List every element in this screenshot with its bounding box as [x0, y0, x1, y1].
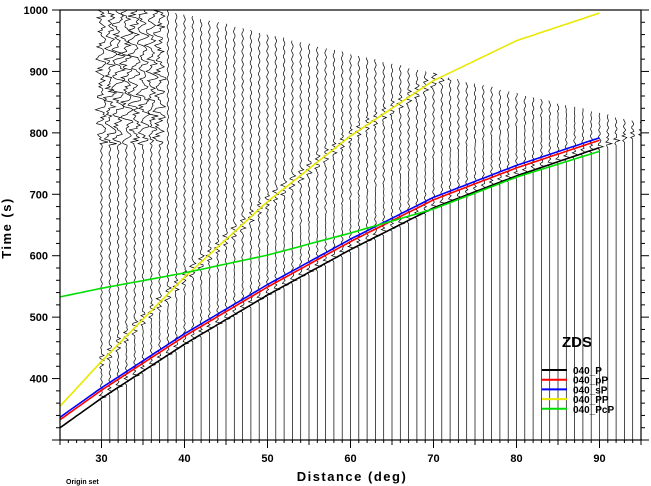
- seismogram-trace: [580, 108, 586, 440]
- seismogram-trace: [422, 71, 430, 440]
- travel-time-curves: [60, 12, 600, 429]
- y-tick-label: 700: [30, 189, 48, 201]
- seismogram-trace: [205, 20, 214, 440]
- footnote-origin-set: Origin set: [66, 479, 99, 486]
- seismogram-trace: [504, 91, 512, 440]
- seismogram-trace: [305, 43, 315, 440]
- seismogram-trace: [188, 15, 197, 440]
- x-tick-label: 60: [344, 453, 356, 465]
- seismogram-trace: [247, 29, 255, 440]
- legend-label: 040_pP: [573, 376, 608, 387]
- seismogram-trace: [588, 111, 596, 440]
- seismogram-trace: [111, 10, 127, 440]
- seismogram-trace: [621, 118, 628, 440]
- x-axis-ticks: 30 40 50 60 70 80 90: [59, 440, 642, 465]
- seismogram-trace: [118, 10, 134, 440]
- seismogram-trace: [127, 10, 142, 440]
- seismogram-trace: [151, 10, 167, 440]
- legend-label: 040_P: [573, 366, 602, 377]
- curve-040_pP: [60, 139, 600, 421]
- seismogram-trace: [239, 28, 247, 440]
- seismogram-trace: [412, 69, 420, 440]
- legend-label: 040_PP: [573, 395, 609, 406]
- seismogram-trace: [297, 42, 307, 440]
- seismogram-trace: [463, 82, 471, 440]
- seismogram-trace: [355, 55, 362, 440]
- y-tick-label: 900: [30, 66, 48, 78]
- seismogram-trace: [271, 36, 281, 440]
- seismogram-trace: [364, 57, 372, 440]
- x-axis-title: Distance (deg): [297, 469, 408, 484]
- curve-040_sP: [60, 137, 600, 418]
- legend-label: 040_PcP: [573, 405, 614, 416]
- seismogram-trace: [530, 97, 536, 440]
- seismogram-trace: [279, 37, 290, 440]
- y-tick-label: 600: [30, 251, 48, 263]
- curve-040_PcP: [60, 150, 600, 298]
- seismogram-trace: [164, 10, 174, 440]
- seismogram-trace: [429, 72, 439, 440]
- x-tick-label: 50: [261, 453, 273, 465]
- seismogram-trace: [596, 112, 605, 440]
- curve-040_P: [60, 146, 600, 429]
- seismogram-trace: [496, 89, 503, 440]
- seismogram-trace: [102, 10, 118, 440]
- y-tick-label: 400: [30, 374, 48, 386]
- y-tick-label: 1000: [24, 5, 48, 17]
- legend-label: 040_sP: [573, 385, 608, 396]
- seismogram-trace: [346, 54, 355, 440]
- seismogram-trace: [135, 10, 151, 440]
- seismogram-trace: [197, 19, 205, 440]
- y-tick-label: 800: [30, 128, 48, 140]
- seismogram-trace: [455, 79, 464, 440]
- seismogram-trace: [438, 75, 448, 440]
- seismogram-trace: [143, 10, 159, 440]
- seismogram-trace: [605, 114, 614, 440]
- x-tick-label: 70: [427, 453, 439, 465]
- seismogram-trace: [264, 34, 273, 440]
- seismogram-trace: [521, 95, 528, 440]
- curve-040_PP: [60, 12, 600, 407]
- x-tick-label: 80: [510, 453, 522, 465]
- seismogram-trace: [513, 92, 521, 440]
- seismogram-trace: [488, 86, 494, 440]
- seismogram-trace: [288, 40, 298, 440]
- seismogram-trace: [172, 12, 180, 440]
- seismogram-trace: [538, 98, 546, 440]
- seismogram-trace: [562, 105, 571, 440]
- legend-title: ZDS: [562, 334, 592, 351]
- seismogram-trace: [447, 77, 456, 440]
- seismogram-trace: [388, 63, 396, 440]
- seismogram-trace: [555, 103, 564, 440]
- seismogram-trace: [612, 117, 621, 440]
- seismogram-trace: [371, 58, 381, 440]
- x-tick-label: 30: [95, 453, 107, 465]
- seismogram-trace: [322, 48, 331, 440]
- seismogram-trace: [629, 120, 635, 440]
- y-tick-label: 500: [30, 312, 48, 324]
- x-tick-label: 40: [178, 453, 190, 465]
- y-axis-title: Time (s): [0, 197, 14, 259]
- seismogram-trace: [480, 85, 487, 440]
- seismogram-trace: [181, 14, 190, 440]
- seismogram-traces: [94, 10, 641, 440]
- seismogram-trace: [221, 23, 231, 440]
- seismogram-trace: [213, 22, 224, 440]
- seismogram-trace: [472, 83, 479, 440]
- seismogram-trace: [330, 49, 339, 440]
- x-tick-label: 90: [593, 453, 605, 465]
- seismogram-trace: [571, 106, 578, 440]
- seismogram-trace: [94, 10, 108, 440]
- seismogram-trace: [396, 65, 406, 440]
- seismogram-trace: [380, 62, 388, 440]
- seismogram-trace: [256, 32, 265, 440]
- seismogram-trace: [313, 46, 323, 440]
- seismogram-trace: [405, 68, 413, 440]
- y-axis-ticks: 400 500 600 700 800 900 1000: [24, 5, 649, 441]
